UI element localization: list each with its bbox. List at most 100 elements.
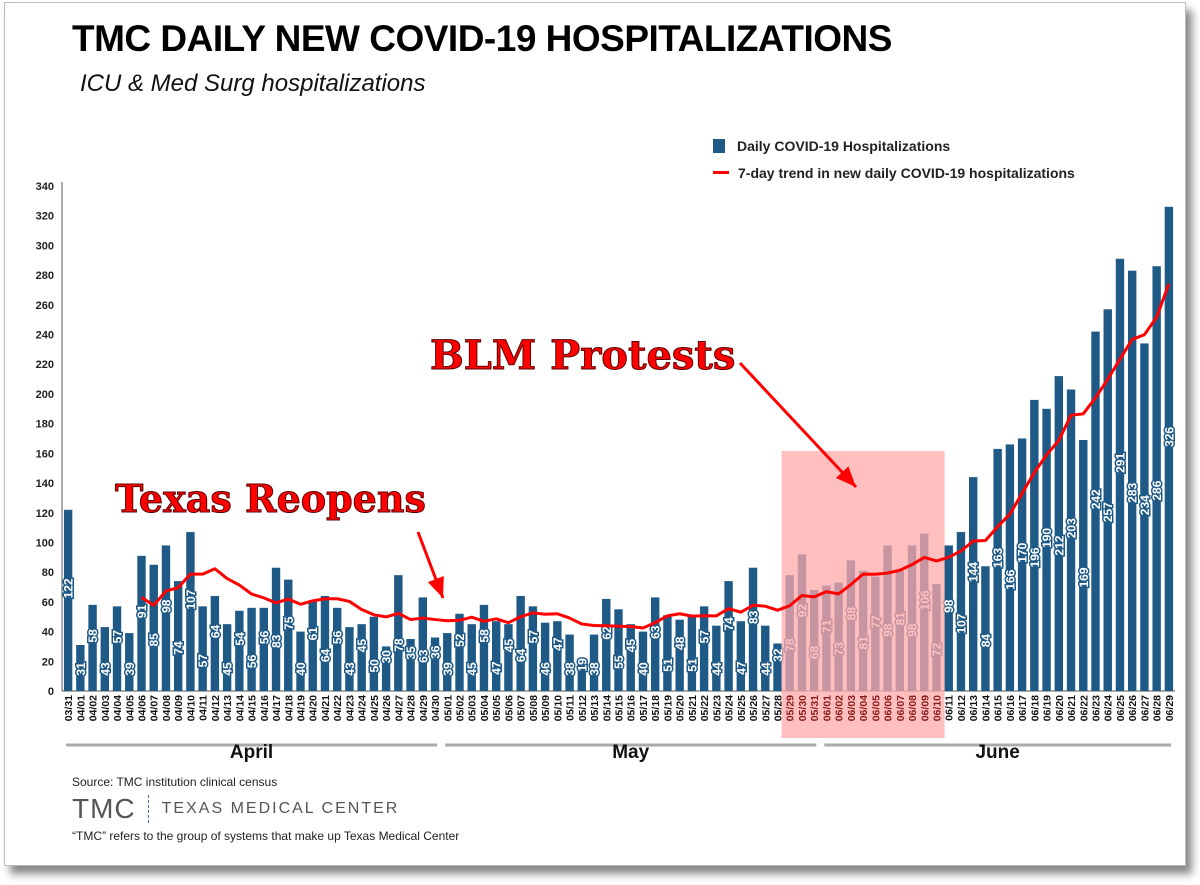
bar-value-label: 36 xyxy=(427,644,444,661)
bar-value-text: 85 xyxy=(147,633,161,647)
chart-frame xyxy=(4,2,1186,866)
bar xyxy=(724,581,733,691)
x-tick-label: 05/23 xyxy=(711,695,723,721)
bar-value-text: 63 xyxy=(649,625,663,639)
bar-value-label: 212 xyxy=(1051,534,1068,557)
bar xyxy=(1079,439,1088,691)
annotation-texas-reopens: Texas Reopens xyxy=(115,476,426,521)
bar-value-label: 44 xyxy=(757,661,774,678)
bar-value-label: 45 xyxy=(500,637,517,654)
bar-value-label: 64 xyxy=(207,623,224,640)
x-tick-label: 04/16 xyxy=(259,695,271,721)
x-tick-label: 06/19 xyxy=(1042,695,1054,721)
bar xyxy=(369,616,379,691)
bar-value-label: 52 xyxy=(452,632,469,649)
bar-value-label: 62 xyxy=(598,624,615,641)
x-tick-label: 06/08 xyxy=(907,695,919,721)
bar xyxy=(418,597,428,691)
bar-value-label: 31 xyxy=(72,661,89,678)
x-tick-label: 04/05 xyxy=(124,695,136,721)
bar xyxy=(357,624,366,691)
x-tick-label: 04/22 xyxy=(332,695,344,721)
bar xyxy=(602,598,611,691)
bar-value-label: 107 xyxy=(953,612,970,635)
x-tick-label: 04/10 xyxy=(185,695,197,721)
x-tick-label: 04/25 xyxy=(369,695,381,721)
bar-value-label: 57 xyxy=(195,652,212,669)
bar-value-label: 39 xyxy=(439,661,456,678)
bar-value-text: 61 xyxy=(306,627,320,641)
bar-value-text: 64 xyxy=(514,648,528,662)
bar xyxy=(1164,206,1174,691)
y-tick-label: 120 xyxy=(36,508,54,520)
x-tick-label: 05/02 xyxy=(455,695,467,721)
x-tick-label: 04/26 xyxy=(381,695,393,721)
bar-value-label: 48 xyxy=(672,635,689,652)
annotation-arrow xyxy=(738,361,858,489)
bar-value-label: 91 xyxy=(134,603,151,620)
x-tick-label: 05/20 xyxy=(675,695,687,721)
bar-value-label: 63 xyxy=(415,648,432,665)
x-tick-label: 05/13 xyxy=(589,695,601,721)
x-tick-label: 06/10 xyxy=(932,695,944,721)
bar-value-label: 326 xyxy=(1161,425,1178,448)
bar-value-text: 170 xyxy=(1016,542,1030,562)
y-tick-label: 320 xyxy=(36,211,54,223)
x-tick-label: 06/13 xyxy=(968,695,980,721)
bar-value-text: 57 xyxy=(698,630,712,644)
y-tick-label: 220 xyxy=(36,359,54,371)
x-tick-label: 05/04 xyxy=(479,695,491,721)
x-tick-label: 05/27 xyxy=(760,695,772,721)
bar xyxy=(1103,309,1112,691)
bar-value-label: 74 xyxy=(721,616,738,633)
bar-value-label: 190 xyxy=(1039,526,1056,549)
bar-value-label: 45 xyxy=(219,661,236,678)
x-tick-label: 06/26 xyxy=(1127,695,1139,721)
bar-value-text: 196 xyxy=(1028,547,1042,567)
bar xyxy=(1042,408,1051,691)
logo-short: TMC xyxy=(72,793,136,824)
bar xyxy=(773,643,782,691)
bar-value-text: 62 xyxy=(600,626,614,640)
bar-value-text: 203 xyxy=(1065,518,1079,538)
bar xyxy=(626,624,635,691)
bar xyxy=(161,545,171,691)
bar-value-text: 144 xyxy=(967,562,981,582)
bar-value-text: 98 xyxy=(942,599,956,613)
bar-value-label: 47 xyxy=(733,660,750,677)
bar xyxy=(993,448,1002,691)
bar xyxy=(308,600,317,691)
x-tick-label: 05/08 xyxy=(528,695,540,721)
bar-value-text: 56 xyxy=(245,654,259,668)
month-label-june: June xyxy=(975,742,1019,763)
bar xyxy=(76,644,85,691)
bar-value-label: 51 xyxy=(659,657,676,674)
y-tick-label: 200 xyxy=(36,389,54,401)
bar-value-label: 83 xyxy=(268,633,285,650)
x-tick-label: 06/06 xyxy=(883,695,895,721)
bar-value-text: 74 xyxy=(722,617,736,631)
bar-value-label: 57 xyxy=(525,628,542,645)
logo-full: TEXAS MEDICAL CENTER xyxy=(161,800,400,817)
bar xyxy=(748,567,758,691)
arrowhead-icon xyxy=(427,576,444,598)
bar-value-label: 286 xyxy=(1149,479,1166,502)
tmc-logo: TMC TEXAS MEDICAL CENTER xyxy=(72,793,399,825)
x-tick-label: 04/27 xyxy=(393,695,405,721)
bar-value-label: 55 xyxy=(611,654,628,671)
bar xyxy=(663,615,672,691)
bar-value-text: 45 xyxy=(624,639,638,653)
bar-value-text: 122 xyxy=(62,578,76,598)
bar xyxy=(1140,343,1149,691)
bar-value-label: 51 xyxy=(684,657,701,674)
x-tick-label: 05/25 xyxy=(736,695,748,721)
y-tick-label: 160 xyxy=(36,448,54,460)
bar-value-text: 40 xyxy=(294,662,308,676)
x-tick-label: 06/02 xyxy=(834,695,846,721)
x-tick-label: 03/31 xyxy=(63,695,75,721)
x-tick-label: 05/22 xyxy=(699,695,711,721)
bar-value-text: 45 xyxy=(465,662,479,676)
arrowhead-icon xyxy=(835,466,856,487)
bar-value-label: 75 xyxy=(280,615,297,632)
bar xyxy=(247,607,256,691)
